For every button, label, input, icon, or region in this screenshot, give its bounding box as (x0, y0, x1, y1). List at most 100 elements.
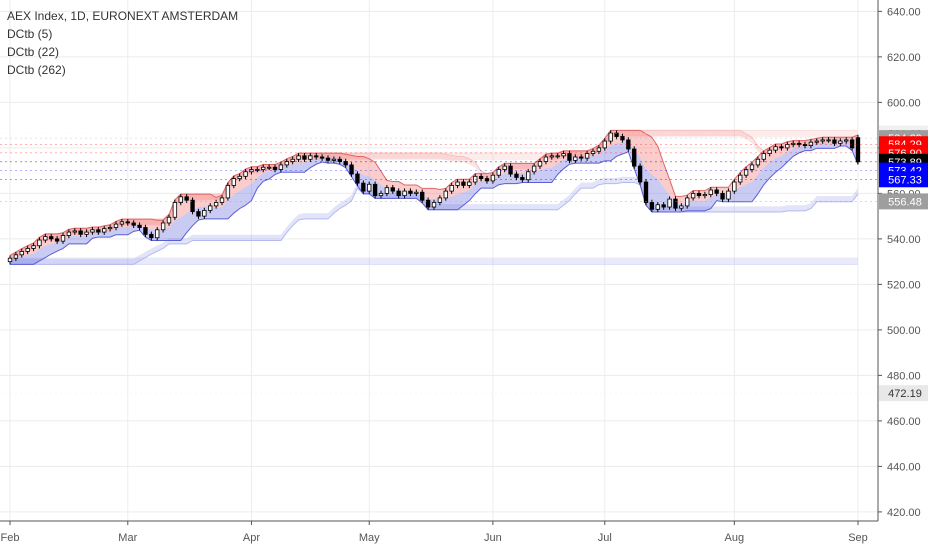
price-badge (879, 171, 928, 188)
candle-body (667, 198, 672, 208)
candle-body (514, 173, 519, 178)
dctb-5-upper-band (10, 130, 858, 260)
candle-body (637, 165, 643, 183)
legend-dctb-5[interactable]: DCtb (5) (7, 27, 53, 41)
price-tick-label: 520.00 (887, 279, 921, 291)
candle-body (184, 196, 189, 201)
candle-body (178, 196, 183, 203)
candle-body (72, 230, 77, 233)
candle-body (496, 169, 501, 176)
candle-body (584, 153, 590, 159)
candle-body (420, 191, 425, 201)
price-badge (879, 193, 928, 210)
candle-body (66, 231, 72, 236)
price-tick-label: 620.00 (887, 52, 921, 64)
candle-body (632, 148, 637, 167)
candle-body (732, 181, 737, 192)
candle-body (696, 192, 702, 197)
time-tick-label: May (359, 532, 380, 544)
candle-body (567, 153, 572, 161)
candle-body (349, 164, 354, 175)
candle-body (431, 202, 437, 208)
candle-body (190, 199, 195, 212)
price-tick-label: 420.00 (887, 507, 921, 519)
candle-body (331, 158, 337, 161)
candle-body (726, 190, 731, 200)
candle-body (579, 156, 584, 159)
candle-body (325, 157, 331, 161)
candle-body (749, 164, 755, 170)
candle-body (49, 236, 54, 240)
time-tick-label: Mar (118, 532, 137, 544)
candle-body (661, 204, 666, 208)
candle-body (608, 132, 613, 142)
candle-body (478, 175, 484, 179)
candle-body (425, 199, 431, 208)
candle-body (796, 142, 802, 145)
candle-body (649, 202, 655, 210)
candle-body (314, 155, 319, 158)
candle-body (526, 171, 531, 181)
candle-body (814, 140, 819, 143)
candle-body (7, 257, 13, 263)
candle-body (714, 189, 719, 194)
candle-body (290, 158, 295, 162)
legend-dctb-22[interactable]: DCtb (22) (7, 45, 60, 59)
candle-body (679, 205, 684, 209)
time-tick-label: Feb (1, 532, 20, 544)
price-tick-label: 600.00 (887, 97, 921, 109)
candle-body (626, 139, 631, 150)
candle-body (378, 192, 384, 197)
candle-body (160, 222, 166, 231)
candle-body (549, 155, 554, 158)
candle-body (596, 147, 602, 152)
dctb-5-upper-line (9, 129, 859, 256)
candle-body (849, 139, 855, 149)
candle-body (213, 202, 219, 207)
candle-body (537, 161, 543, 167)
price-tick-label: 460.00 (887, 416, 921, 428)
candle-body (272, 166, 278, 170)
candle-body (820, 139, 825, 142)
candle-body (791, 142, 796, 145)
candle-body (43, 236, 48, 241)
candle-body (402, 190, 407, 197)
candle-body (502, 165, 507, 170)
candle-body (166, 216, 172, 224)
candle-body (396, 190, 401, 197)
candle-body (673, 198, 678, 209)
price-tick-label: 540.00 (887, 234, 921, 246)
candle-body (614, 132, 619, 137)
candle-body (743, 169, 749, 176)
legend-dctb-262[interactable]: DCtb (262) (7, 63, 66, 77)
candle-body (802, 144, 808, 147)
candle-body (408, 190, 413, 194)
candle-body (208, 205, 213, 211)
time-tick-label: Aug (725, 532, 745, 544)
candle-body (237, 175, 242, 179)
candle-body (785, 144, 790, 149)
candle-body (490, 174, 496, 182)
candle-body (90, 229, 95, 233)
candle-body (172, 202, 178, 218)
chart-legend: AEX Index, 1D, EURONEXT AMSTERDAM DCtb (… (7, 7, 238, 79)
candle-body (137, 224, 142, 228)
dctb-262-lower-band (10, 257, 858, 265)
candle-body (25, 248, 30, 252)
candle-body (643, 181, 649, 203)
candle-body (708, 189, 713, 195)
price-badge-label: 472.19 (888, 388, 922, 400)
candle-body (155, 229, 160, 239)
candle-body (702, 194, 708, 197)
price-tick-label: 440.00 (887, 461, 921, 473)
candle-body (143, 227, 148, 235)
candle-body (437, 197, 443, 203)
legend-symbol: AEX Index, 1D, EURONEXT AMSTERDAM (7, 9, 239, 23)
candle-body (455, 181, 460, 186)
candle-body (826, 139, 831, 142)
candle-body (60, 235, 66, 242)
candle-body (590, 150, 596, 154)
candle-body (231, 178, 236, 186)
